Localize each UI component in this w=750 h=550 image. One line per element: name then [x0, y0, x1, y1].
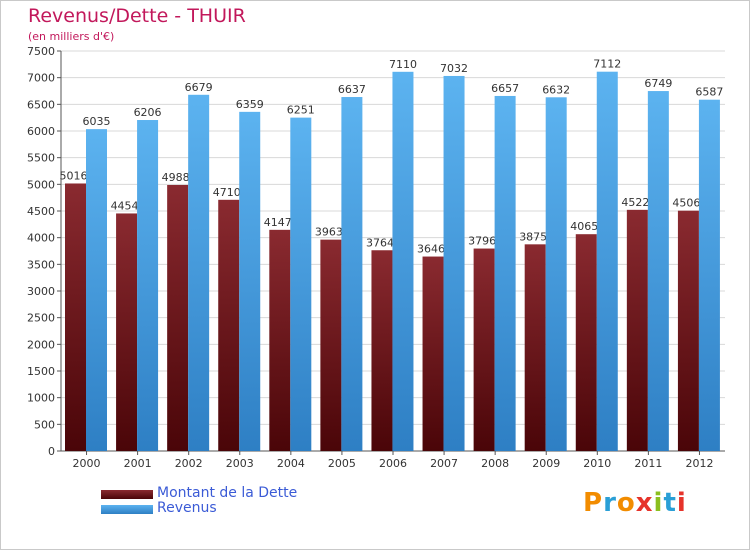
x-tick-label: 2011: [634, 457, 662, 470]
data-label-revenus: 6657: [491, 82, 519, 95]
bar-revenus: [341, 97, 363, 451]
bar-dette: [473, 248, 495, 451]
x-tick-label: 2006: [379, 457, 407, 470]
x-tick-label: 2002: [175, 457, 203, 470]
y-tick-label: 3500: [27, 258, 55, 271]
y-tick-label: 3000: [27, 285, 55, 298]
bar-dette: [65, 183, 86, 452]
x-tick-label: 2004: [277, 457, 305, 470]
data-label-dette: 3875: [519, 230, 547, 243]
data-label-dette: 3796: [468, 235, 496, 248]
chart-title: Revenus/Dette - THUIR: [28, 5, 246, 27]
y-tick-label: 500: [34, 418, 55, 431]
x-tick-label: 2003: [226, 457, 254, 470]
y-tick-label: 1500: [27, 365, 55, 378]
y-tick-label: 7000: [27, 72, 55, 85]
bar-dette: [269, 229, 291, 451]
y-tick-label: 4000: [27, 232, 55, 245]
y-tick-label: 5000: [27, 178, 55, 191]
bar-revenus: [596, 71, 618, 452]
bar-dette: [371, 250, 393, 451]
logo-letter: P: [583, 488, 604, 518]
bar-dette: [116, 213, 138, 451]
data-label-dette: 5016: [60, 169, 88, 182]
bar-revenus: [290, 117, 312, 451]
y-tick-label: 6000: [27, 125, 55, 138]
x-tick-label: 2007: [430, 457, 458, 470]
data-label-revenus: 7112: [593, 58, 621, 71]
x-tick-label: 2000: [73, 457, 101, 470]
bar-dette: [677, 210, 699, 451]
bar-dette: [626, 209, 648, 451]
y-tick-label: 5500: [27, 152, 55, 165]
data-label-revenus: 6587: [695, 86, 723, 99]
y-tick-label: 2000: [27, 338, 55, 351]
data-label-dette: 4710: [213, 186, 241, 199]
y-tick-label: 4500: [27, 205, 55, 218]
proxiti-logo: Proxiti: [583, 488, 687, 518]
y-tick-label: 6500: [27, 98, 55, 111]
bar-dette: [320, 239, 342, 451]
data-label-revenus: 7032: [440, 62, 468, 75]
bar-revenus: [86, 129, 107, 451]
bar-revenus: [647, 91, 669, 451]
logo-letter: t: [663, 488, 677, 518]
y-tick-label: 2500: [27, 312, 55, 325]
logo-letter: r: [603, 488, 617, 518]
data-label-revenus: 7110: [389, 58, 417, 71]
bar-revenus: [137, 120, 159, 451]
data-label-dette: 4065: [570, 220, 598, 233]
logo-letter: o: [616, 488, 636, 518]
bar-revenus: [443, 75, 465, 452]
data-label-dette: 4506: [672, 197, 700, 210]
data-label-revenus: 6359: [236, 98, 264, 111]
logo-letter: i: [676, 488, 687, 518]
logo-letter: x: [635, 488, 654, 518]
logo-letter: i: [653, 488, 664, 518]
bar-dette: [218, 199, 240, 451]
data-label-revenus: 6632: [542, 83, 570, 96]
x-tick-label: 2008: [481, 457, 509, 470]
data-label-revenus: 6251: [287, 104, 315, 117]
bar-revenus: [239, 111, 261, 451]
data-label-dette: 3764: [366, 236, 394, 249]
legend-swatch-dette: [101, 490, 153, 499]
legend-swatch-revenus: [101, 505, 153, 514]
x-tick-label: 2009: [532, 457, 560, 470]
x-tick-label: 2010: [583, 457, 611, 470]
data-label-revenus: 6679: [185, 81, 213, 94]
chart-subtitle: (en milliers d'€): [28, 30, 115, 43]
bar-dette: [575, 234, 597, 451]
y-tick-label: 1000: [27, 392, 55, 405]
bar-revenus: [392, 71, 414, 452]
bar-dette: [422, 256, 444, 451]
bar-revenus: [188, 94, 210, 451]
x-tick-label: 2001: [124, 457, 152, 470]
data-label-dette: 4454: [111, 199, 139, 212]
bar-revenus: [545, 97, 567, 451]
data-label-revenus: 6749: [644, 77, 672, 90]
bar-revenus: [698, 99, 720, 452]
legend-label-revenus: Revenus: [157, 500, 217, 516]
bar-dette: [524, 244, 546, 451]
bar-dette: [167, 184, 189, 451]
x-tick-label: 2005: [328, 457, 356, 470]
data-label-dette: 3963: [315, 226, 343, 239]
y-tick-label: 7500: [27, 45, 55, 58]
data-label-dette: 4988: [162, 171, 190, 184]
data-label-revenus: 6206: [134, 106, 162, 119]
bar-revenus: [494, 95, 516, 452]
data-label-dette: 3646: [417, 243, 445, 256]
data-label-dette: 4147: [264, 216, 292, 229]
data-label-revenus: 6035: [83, 115, 111, 128]
data-label-revenus: 6637: [338, 83, 366, 96]
legend-label-dette: Montant de la Dette: [157, 485, 298, 501]
x-tick-label: 2012: [685, 457, 713, 470]
y-tick-label: 0: [48, 445, 55, 458]
data-label-dette: 4522: [621, 196, 649, 209]
